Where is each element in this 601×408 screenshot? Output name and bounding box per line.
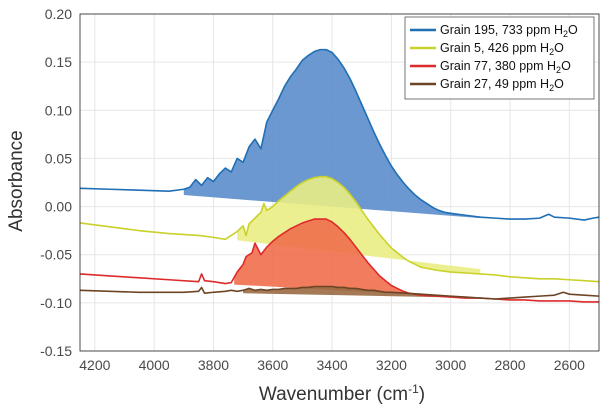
y-axis-ticks: -0.15 -0.10 -0.05 0.00 0.05 0.10 0.15 0.20	[40, 6, 72, 359]
y-tick-label: 0.00	[45, 199, 72, 215]
legend-entry: Grain 195, 733 ppm H2O	[410, 23, 578, 39]
x-tick-label: 2800	[494, 357, 525, 373]
legend-label: Grain 77, 380 ppm H2O	[440, 59, 571, 75]
x-tick-label: 3400	[317, 357, 348, 373]
legend-entry: Grain 27, 49 ppm H2O	[410, 77, 564, 93]
y-tick-label: 0.20	[45, 6, 72, 22]
series-line	[79, 175, 600, 283]
series-line	[79, 48, 600, 221]
x-tick-label: 3200	[376, 357, 407, 373]
x-axis-ticks: 4200 4000 3800 3600 3400 3200 3000 2800 2600	[79, 357, 585, 373]
y-tick-label: -0.10	[40, 295, 72, 311]
x-tick-label: 4000	[139, 357, 170, 373]
legend: Grain 195, 733 ppm H2O Grain 5, 426 ppm …	[404, 16, 595, 100]
x-tick-label: 3000	[435, 357, 466, 373]
x-tick-label: 4200	[79, 357, 110, 373]
legend-entry: Grain 5, 426 ppm H2O	[410, 41, 564, 57]
legend-label: Grain 27, 49 ppm H2O	[440, 77, 564, 93]
x-tick-label: 3800	[198, 357, 229, 373]
plot-frame	[79, 13, 600, 352]
y-axis-title: Absorbance	[6, 130, 27, 231]
y-tick-label: 0.15	[45, 54, 72, 70]
series-lines	[79, 48, 600, 303]
peak-fill-area	[237, 176, 481, 274]
legend-box	[404, 16, 595, 100]
legend-entry: Grain 77, 380 ppm H2O	[410, 59, 571, 75]
y-tick-label: -0.15	[40, 343, 72, 359]
x-tick-label: 2600	[554, 357, 585, 373]
x-axis-title: Wavenumber (cm-1)	[259, 382, 425, 405]
y-tick-label: 0.10	[45, 102, 72, 118]
y-tick-label: 0.05	[45, 150, 72, 166]
peak-fill-area	[234, 219, 481, 299]
series-line	[79, 218, 599, 303]
y-tick-label: -0.05	[40, 247, 72, 263]
x-tick-label: 3600	[257, 357, 288, 373]
series-line	[79, 285, 600, 300]
legend-label: Grain 5, 426 ppm H2O	[440, 41, 564, 57]
peak-fill-area	[183, 49, 481, 219]
legend-label: Grain 195, 733 ppm H2O	[440, 23, 578, 39]
